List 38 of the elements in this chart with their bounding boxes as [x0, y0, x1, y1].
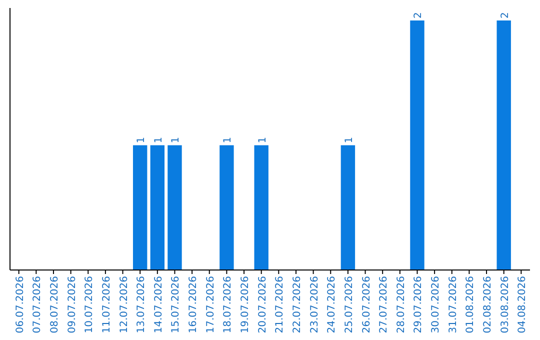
data-label: 1 [222, 136, 234, 144]
data-label: 1 [136, 136, 148, 144]
x-tick-label: 27.07.2026 [378, 276, 390, 334]
x-tick-label: 15.07.2026 [170, 276, 182, 334]
data-label: 1 [344, 136, 355, 144]
x-tick-label: 06.07.2026 [14, 276, 26, 334]
x-tick-label: 04.08.2026 [517, 276, 528, 334]
x-tick-label: 08.07.2026 [49, 276, 60, 334]
data-label: 1 [153, 136, 164, 144]
x-tick-label: 23.07.2026 [309, 276, 320, 334]
x-tick-label: 19.07.2026 [240, 276, 252, 334]
x-tick-label: 30.07.2026 [430, 276, 442, 334]
x-tick-label: 12.07.2026 [118, 276, 130, 334]
x-tick-label: 03.08.2026 [500, 276, 511, 334]
x-tick-label: 24.07.2026 [326, 276, 338, 334]
x-tick-label: 17.07.2026 [205, 276, 216, 334]
x-tick-label: 26.07.2026 [361, 276, 372, 334]
x-tick-label: 09.07.2026 [66, 276, 78, 334]
data-label: 1 [257, 136, 268, 144]
x-tick-label: 31.07.2026 [448, 276, 459, 334]
x-tick-label: 14.07.2026 [153, 276, 164, 334]
x-tick-label: 25.07.2026 [344, 276, 355, 334]
x-tick-label: 01.08.2026 [465, 276, 476, 334]
x-tick-label: 29.07.2026 [413, 276, 424, 334]
x-tick-label: 20.07.2026 [257, 276, 268, 334]
x-tick-label: 21.07.2026 [274, 276, 286, 334]
x-tick-label: 28.07.2026 [396, 276, 407, 334]
x-tick-label: 10.07.2026 [84, 276, 96, 334]
data-label: 1 [170, 136, 182, 144]
x-tick-label: 13.07.2026 [136, 276, 148, 334]
x-tick-label: 02.08.2026 [482, 276, 494, 334]
x-tick-label: 07.07.2026 [32, 276, 44, 334]
x-tick-label: 18.07.2026 [222, 276, 234, 334]
x-tick-label: 16.07.2026 [188, 276, 200, 334]
data-label: 2 [413, 12, 424, 18]
x-tick-label: 22.07.2026 [292, 276, 303, 334]
x-tick-label: 11.07.2026 [101, 276, 112, 334]
data-label: 2 [500, 12, 511, 18]
